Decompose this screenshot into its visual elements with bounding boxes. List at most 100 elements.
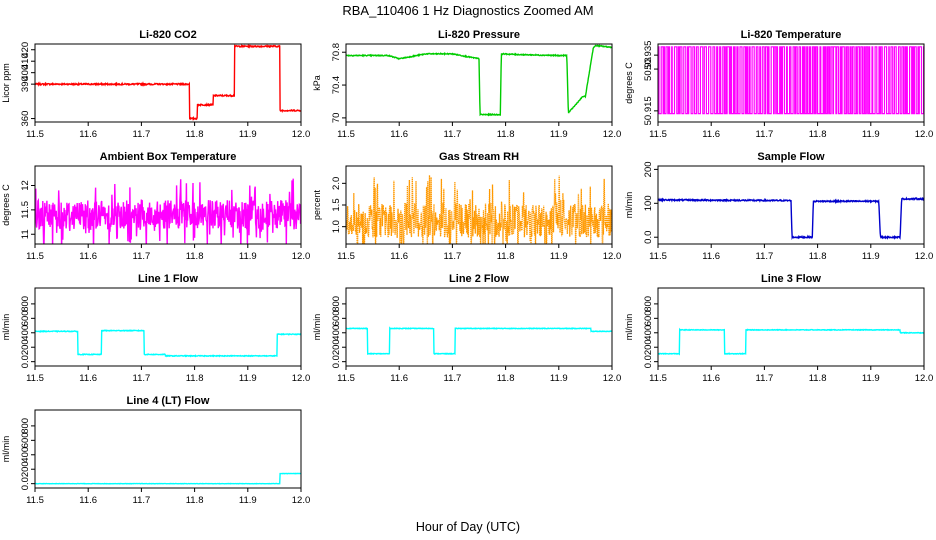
y-tick-label: 800 — [643, 296, 654, 312]
panel-4: Ambient Box Temperature degrees C 11.5 11.6… — [1, 151, 310, 262]
plot-frame — [345, 287, 613, 367]
series-line — [658, 46, 924, 115]
x-tick-label: 11.9 — [862, 129, 880, 140]
x-tick-label: 12.0 — [603, 373, 622, 384]
panel-title: Line 3 Flow — [761, 273, 821, 285]
panel-7: Line 1 Flow ml/min 11.5 11.6 11.7 11.8 11.9 12.… — [1, 273, 310, 384]
y-tick-label: 400 — [20, 447, 31, 463]
y-axis-label: ml/min — [1, 436, 11, 463]
plot-frame — [34, 409, 302, 489]
x-tick-label: 12.0 — [603, 251, 622, 262]
y-tick-label: 360 — [20, 111, 31, 127]
x-tick-label: 11.9 — [239, 495, 257, 506]
y-tick-label: 600 — [331, 310, 342, 326]
panel-title: Li-820 Temperature — [741, 29, 842, 41]
y-tick-label: 0.0 — [643, 355, 654, 368]
panel-title: Line 4 (LT) Flow — [127, 395, 210, 407]
x-tick-label: 12.0 — [292, 129, 311, 140]
x-tick-label: 11.7 — [133, 495, 151, 506]
x-tick-label: 11.9 — [550, 251, 568, 262]
y-tick-label: 200 — [643, 339, 654, 355]
figure-title: RBA_110406 1 Hz Diagnostics Zoomed AM — [342, 3, 593, 18]
panel-title: Ambient Box Temperature — [100, 151, 237, 163]
x-tick-label: 11.9 — [550, 373, 568, 384]
x-tick-label: 11.7 — [133, 129, 151, 140]
x-tick-label: 11.8 — [809, 251, 827, 262]
y-tick-label: 200 — [20, 461, 31, 477]
x-tick-label: 11.6 — [702, 373, 720, 384]
y-axis-label: ml/min — [1, 314, 11, 341]
y-axis-label: percent — [312, 189, 322, 220]
x-tick-label: 11.9 — [239, 129, 257, 140]
x-tick-label: 11.7 — [133, 373, 151, 384]
y-tick-label: 1.0 — [331, 220, 342, 233]
y-tick-label: 0.0 — [331, 355, 342, 368]
x-tick-label: 11.8 — [186, 373, 204, 384]
y-tick-label: 70.4 — [331, 76, 342, 95]
y-tick-label: 410 — [20, 53, 31, 69]
y-tick-label: 400 — [643, 325, 654, 341]
x-tick-label: 11.9 — [550, 129, 568, 140]
x-tick-label: 11.5 — [337, 251, 355, 262]
x-tick-label: 11.9 — [239, 251, 257, 262]
x-tick-label: 11.6 — [79, 251, 97, 262]
panel-10: Line 4 (LT) Flow ml/min 11.5 11.6 11.7 11.8 11… — [1, 395, 310, 506]
y-tick-label: 1.5 — [331, 198, 342, 211]
x-tick-label: 11.8 — [186, 495, 204, 506]
y-tick-label: 800 — [331, 296, 342, 312]
x-tick-label: 12.0 — [915, 129, 934, 140]
y-tick-label: 100 — [643, 195, 654, 211]
panel-5: Gas Stream RH percent 11.5 11.6 11.7 11.8 11.9… — [312, 151, 622, 262]
x-tick-label: 11.6 — [79, 495, 97, 506]
panel-title: Gas Stream RH — [439, 151, 519, 163]
x-tick-label: 11.7 — [444, 373, 462, 384]
panel-3: Li-820 Temperature degrees C 11.5 11.6 11.7 1… — [624, 29, 933, 140]
y-tick-label: 600 — [643, 310, 654, 326]
x-tick-label: 11.6 — [702, 251, 720, 262]
x-tick-label: 11.6 — [390, 251, 408, 262]
y-axis-label: ml/min — [624, 314, 634, 341]
x-tick-label: 11.5 — [26, 373, 44, 384]
x-axis-title: Hour of Day (UTC) — [416, 520, 520, 534]
y-axis-label: ml/min — [624, 192, 634, 219]
x-tick-label: 11.6 — [390, 373, 408, 384]
y-tick-label: 70.8 — [331, 43, 342, 62]
x-tick-label: 11.7 — [756, 251, 774, 262]
x-tick-label: 11.6 — [79, 129, 97, 140]
x-tick-label: 11.8 — [809, 129, 827, 140]
x-tick-label: 12.0 — [603, 129, 622, 140]
y-tick-label: 2.0 — [331, 177, 342, 190]
y-tick-label: 600 — [20, 432, 31, 448]
panel-title: Li-820 Pressure — [438, 29, 520, 41]
y-axis-label: ml/min — [312, 314, 322, 341]
y-tick-label: 0.0 — [643, 231, 654, 244]
y-tick-label: 11.5 — [20, 201, 31, 219]
x-tick-label: 11.8 — [809, 373, 827, 384]
x-tick-label: 11.8 — [497, 251, 515, 262]
x-tick-label: 12.0 — [915, 373, 934, 384]
x-tick-label: 11.7 — [756, 373, 774, 384]
panel-2: Li-820 Pressure kPa 11.5 11.6 11.7 11.8 11.9 12… — [312, 29, 621, 140]
plot-frame — [34, 43, 302, 123]
x-tick-label: 12.0 — [292, 373, 311, 384]
panel-title: Sample Flow — [757, 151, 825, 163]
y-axis-label: Licor ppm — [1, 63, 11, 103]
x-tick-label: 11.7 — [756, 129, 774, 140]
x-tick-label: 11.6 — [390, 129, 408, 140]
y-tick-label: 0.0 — [20, 477, 31, 490]
x-tick-label: 11.5 — [26, 251, 44, 262]
x-tick-label: 11.9 — [239, 373, 257, 384]
y-tick-label: 70 — [331, 113, 342, 124]
y-axis-label: kPa — [312, 75, 322, 91]
panel-title: Line 1 Flow — [138, 273, 198, 285]
y-tick-label: 600 — [20, 310, 31, 326]
series-line — [346, 175, 612, 244]
x-tick-label: 11.5 — [649, 251, 667, 262]
y-tick-label: 800 — [20, 418, 31, 434]
plot-frame — [657, 287, 925, 367]
y-tick-label: 800 — [20, 296, 31, 312]
x-tick-label: 11.5 — [26, 495, 44, 506]
x-tick-label: 11.5 — [26, 129, 44, 140]
y-tick-label: 420 — [20, 42, 31, 58]
